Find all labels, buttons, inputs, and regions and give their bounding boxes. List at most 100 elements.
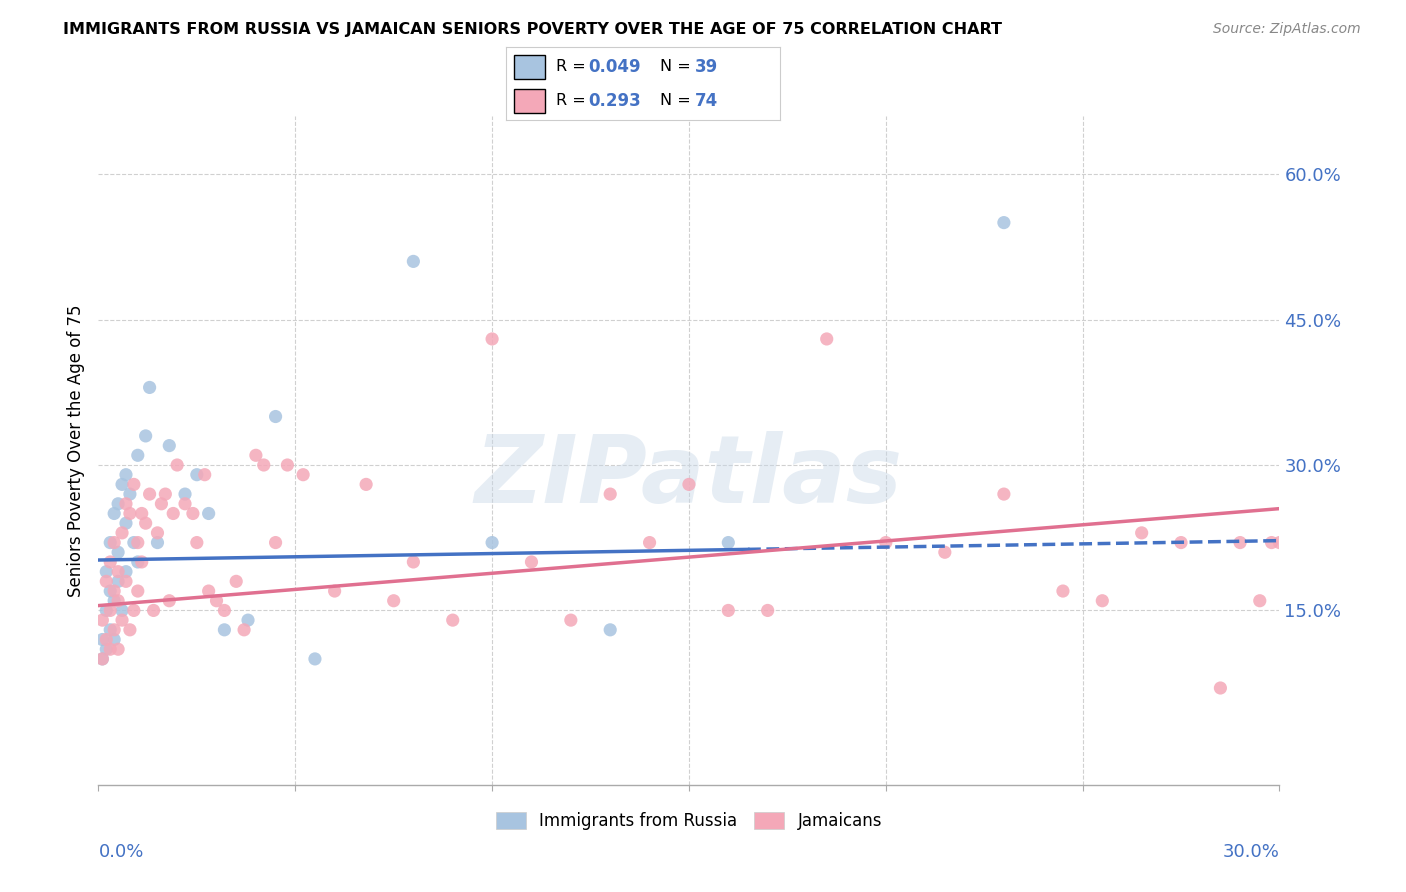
Point (245, 448, 267, 462)
Point (115, 574, 138, 589)
Point (174, 487, 197, 501)
Point (157, 439, 180, 453)
Point (150, 497, 173, 511)
Point (96, 632, 118, 647)
Point (875, 535, 897, 549)
Point (264, 535, 287, 549)
Text: R =: R = (555, 93, 591, 108)
Point (98, 535, 121, 549)
Point (560, 613, 582, 627)
Point (115, 497, 138, 511)
Point (157, 593, 180, 607)
Point (214, 603, 236, 617)
Point (96, 574, 118, 589)
Point (993, 216, 1015, 230)
Text: 39: 39 (696, 58, 718, 76)
Point (127, 555, 149, 569)
Point (138, 380, 160, 394)
Point (115, 516, 138, 531)
Point (225, 574, 247, 589)
Point (103, 593, 125, 607)
Point (1130, 525, 1153, 540)
Point (197, 507, 219, 521)
Point (1249, 593, 1271, 607)
Point (194, 467, 217, 482)
Point (181, 507, 204, 521)
Point (441, 613, 464, 627)
Point (264, 409, 287, 424)
Point (1091, 593, 1114, 607)
Y-axis label: Seniors Poverty Over the Age of 75: Seniors Poverty Over the Age of 75 (66, 304, 84, 597)
Point (131, 507, 153, 521)
Point (98, 555, 121, 569)
Point (118, 507, 141, 521)
Point (1052, 584, 1074, 599)
Point (236, 613, 259, 627)
Point (111, 603, 134, 617)
Point (253, 458, 276, 472)
Point (98, 603, 121, 617)
Point (127, 448, 149, 462)
Point (1260, 535, 1282, 549)
Point (717, 603, 740, 617)
Point (599, 487, 621, 501)
Point (815, 332, 838, 346)
Point (304, 652, 326, 666)
Point (96, 642, 118, 657)
Point (135, 429, 157, 443)
Point (197, 584, 219, 599)
Text: 30.0%: 30.0% (1223, 843, 1279, 861)
Point (186, 535, 208, 549)
Point (107, 574, 129, 589)
Point (131, 555, 153, 569)
Point (162, 507, 184, 521)
Point (233, 623, 256, 637)
Point (111, 525, 134, 540)
Text: ZIPatlas: ZIPatlas (475, 431, 903, 524)
Point (1209, 681, 1232, 695)
Point (402, 254, 425, 268)
Point (91, 632, 114, 647)
Point (103, 507, 125, 521)
Text: N =: N = (659, 93, 696, 108)
Point (174, 497, 197, 511)
Point (756, 603, 779, 617)
Point (599, 623, 621, 637)
Point (155, 487, 177, 501)
Point (98, 642, 121, 657)
Point (107, 497, 129, 511)
Point (111, 613, 134, 627)
Point (717, 535, 740, 549)
Text: Source: ZipAtlas.com: Source: ZipAtlas.com (1213, 22, 1361, 37)
Text: 0.293: 0.293 (588, 92, 641, 110)
Point (481, 332, 503, 346)
Point (115, 565, 138, 579)
Point (91, 652, 114, 666)
Legend: Immigrants from Russia, Jamaicans: Immigrants from Russia, Jamaicans (489, 805, 889, 837)
Point (481, 535, 503, 549)
FancyBboxPatch shape (515, 54, 544, 78)
Point (1268, 535, 1291, 549)
Text: IMMIGRANTS FROM RUSSIA VS JAMAICAN SENIORS POVERTY OVER THE AGE OF 75 CORRELATIO: IMMIGRANTS FROM RUSSIA VS JAMAICAN SENIO… (63, 22, 1002, 37)
Point (103, 584, 125, 599)
Point (354, 477, 377, 491)
Point (118, 623, 141, 637)
Point (638, 535, 661, 549)
Text: R =: R = (555, 59, 591, 74)
Text: 0.049: 0.049 (588, 58, 641, 76)
Point (98, 623, 121, 637)
FancyBboxPatch shape (515, 89, 544, 113)
Text: 0.0%: 0.0% (98, 843, 143, 861)
Point (127, 535, 149, 549)
Point (1229, 535, 1251, 549)
Text: N =: N = (659, 59, 696, 74)
Point (142, 603, 165, 617)
Text: 74: 74 (696, 92, 718, 110)
Point (146, 525, 169, 540)
Point (91, 613, 114, 627)
Point (122, 477, 145, 491)
Point (186, 467, 208, 482)
Point (103, 535, 125, 549)
Point (107, 565, 129, 579)
Point (292, 467, 315, 482)
